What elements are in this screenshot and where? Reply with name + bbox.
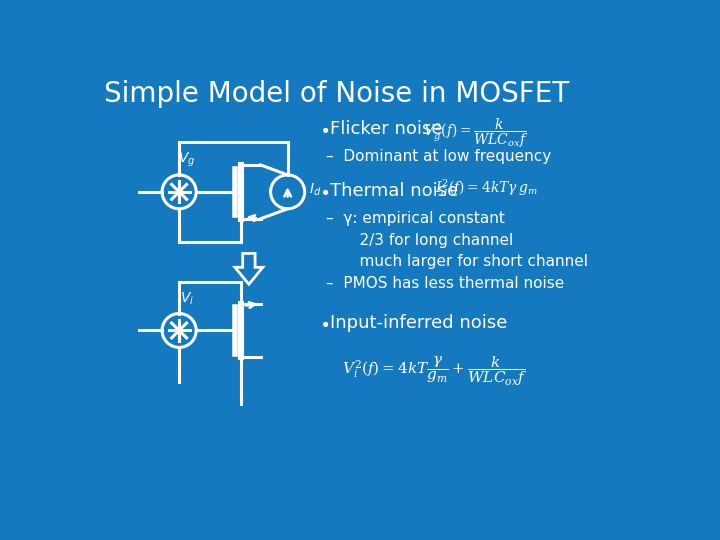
Text: Thermal noise: Thermal noise [330, 182, 459, 200]
Text: $V_g$: $V_g$ [179, 151, 196, 168]
Text: $V_g^2(f) = \dfrac{k}{WLC_{ox}f}$: $V_g^2(f) = \dfrac{k}{WLC_{ox}f}$ [423, 117, 528, 150]
Text: –  Dominant at low frequency: – Dominant at low frequency [326, 150, 552, 165]
Text: $I_d^2(f) = 4kT\gamma\, g_m$: $I_d^2(f) = 4kT\gamma\, g_m$ [435, 178, 538, 199]
Text: $\bullet$: $\bullet$ [319, 182, 329, 200]
Text: Flicker noise: Flicker noise [330, 120, 443, 138]
Text: much larger for short channel: much larger for short channel [341, 254, 588, 269]
Text: $\bullet$: $\bullet$ [319, 314, 329, 332]
Text: 2/3 for long channel: 2/3 for long channel [341, 233, 513, 248]
Text: $I_d$: $I_d$ [309, 181, 321, 198]
Text: Input-inferred noise: Input-inferred noise [330, 314, 508, 332]
Text: $V_i$: $V_i$ [180, 291, 194, 307]
Text: $V_i^2(f) = 4kT\dfrac{\gamma}{g_m} + \dfrac{k}{WLC_{ox}f}$: $V_i^2(f) = 4kT\dfrac{\gamma}{g_m} + \df… [342, 354, 527, 388]
Text: –  γ: empirical constant: – γ: empirical constant [326, 211, 505, 226]
Text: $\bullet$: $\bullet$ [319, 120, 329, 138]
Text: Simple Model of Noise in MOSFET: Simple Model of Noise in MOSFET [104, 80, 570, 108]
Text: –  PMOS has less thermal noise: – PMOS has less thermal noise [326, 276, 564, 291]
